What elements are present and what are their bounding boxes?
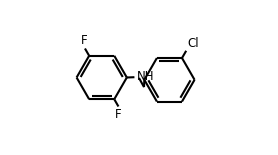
Text: Cl: Cl [187,37,198,50]
Text: NH: NH [136,70,154,83]
Text: F: F [81,34,88,47]
Text: F: F [114,108,121,121]
